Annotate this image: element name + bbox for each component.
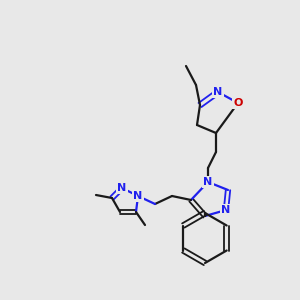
Text: N: N — [221, 205, 231, 215]
Text: O: O — [233, 98, 243, 108]
Text: N: N — [213, 87, 223, 97]
Text: N: N — [117, 183, 127, 193]
Text: N: N — [134, 191, 142, 201]
Text: N: N — [203, 177, 213, 187]
